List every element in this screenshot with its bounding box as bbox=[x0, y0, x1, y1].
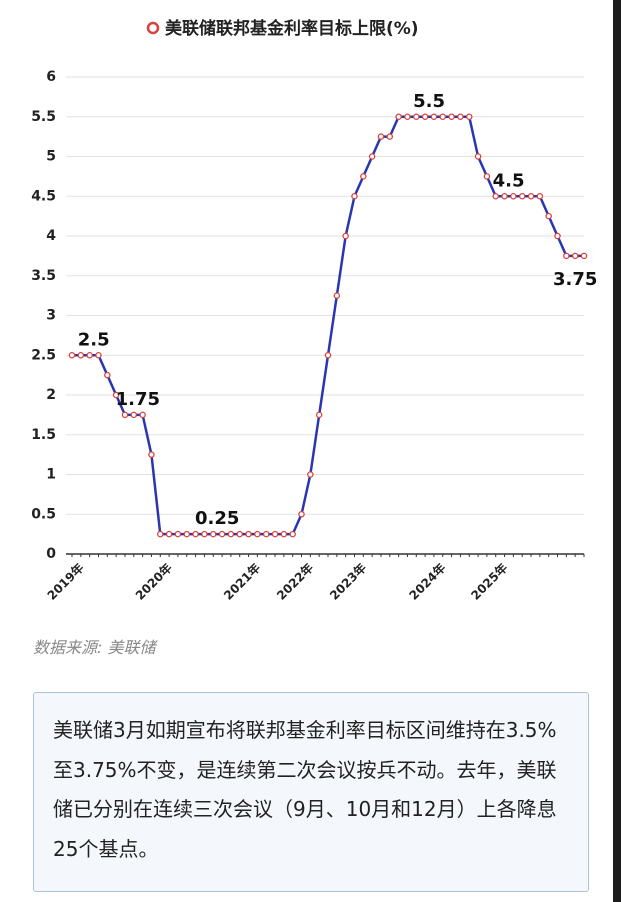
point bbox=[254, 530, 261, 538]
point bbox=[157, 530, 164, 538]
point bbox=[545, 212, 552, 220]
value-label: 2.5 bbox=[78, 329, 110, 350]
point bbox=[174, 530, 182, 538]
point bbox=[139, 411, 146, 419]
point bbox=[421, 113, 429, 121]
point bbox=[209, 530, 217, 538]
point bbox=[518, 192, 526, 200]
point bbox=[368, 153, 376, 160]
point bbox=[448, 113, 455, 121]
point bbox=[104, 371, 111, 379]
point bbox=[315, 411, 323, 419]
point bbox=[289, 530, 296, 538]
y-tick-label: 4 bbox=[46, 228, 56, 244]
y-tick-label: 3.5 bbox=[31, 268, 56, 284]
point bbox=[492, 192, 499, 200]
point bbox=[77, 351, 85, 359]
point bbox=[307, 471, 314, 478]
value-label: 4.5 bbox=[493, 170, 525, 191]
x-tick-label: 2023年 bbox=[326, 560, 369, 603]
y-tick-label: 3 bbox=[46, 308, 56, 324]
point bbox=[112, 391, 120, 399]
x-tick-label: 2020年 bbox=[132, 560, 175, 603]
point bbox=[404, 113, 411, 121]
point bbox=[148, 451, 155, 458]
x-tick-label: 2022年 bbox=[273, 560, 316, 603]
source: 数据来源: 美联储 bbox=[33, 638, 156, 657]
point bbox=[95, 351, 102, 359]
x-tick-label: 2025年 bbox=[468, 560, 511, 603]
point bbox=[501, 192, 508, 200]
point bbox=[554, 232, 561, 240]
y-tick-label: 5 bbox=[46, 149, 56, 165]
value-label: 3.75 bbox=[553, 269, 597, 290]
y-tick-label: 2 bbox=[46, 387, 56, 403]
point bbox=[563, 252, 570, 260]
point bbox=[298, 510, 305, 518]
y-tick-label: 0 bbox=[46, 546, 56, 562]
point bbox=[165, 530, 173, 538]
point bbox=[280, 530, 288, 538]
point bbox=[271, 530, 279, 538]
x-tick-label: 2021年 bbox=[220, 560, 263, 603]
point bbox=[465, 113, 473, 121]
point bbox=[262, 530, 270, 538]
y-tick-label: 5.5 bbox=[31, 109, 56, 125]
point bbox=[342, 232, 349, 240]
y-tick-label: 1 bbox=[46, 467, 56, 483]
point bbox=[236, 530, 243, 538]
point bbox=[333, 292, 341, 299]
point bbox=[483, 173, 491, 180]
value-label: 0.25 bbox=[195, 508, 239, 529]
point bbox=[130, 411, 138, 419]
point bbox=[86, 351, 93, 359]
point bbox=[580, 252, 588, 260]
point bbox=[571, 252, 579, 260]
point bbox=[510, 192, 517, 200]
point bbox=[324, 351, 332, 359]
x-tick-label: 2019年 bbox=[44, 560, 87, 603]
y-tick-label: 0.5 bbox=[31, 506, 56, 522]
point bbox=[395, 113, 402, 121]
point bbox=[351, 192, 358, 200]
point bbox=[439, 113, 447, 121]
point bbox=[536, 192, 544, 200]
chart-title: 美联储联邦基金利率目标上限(%) bbox=[165, 18, 419, 39]
point bbox=[386, 133, 394, 140]
point bbox=[218, 530, 226, 538]
point bbox=[245, 530, 252, 538]
y-tick-label: 1.5 bbox=[31, 427, 56, 443]
point bbox=[183, 530, 191, 538]
point bbox=[377, 133, 385, 140]
note: 美联储3月如期宣布将联邦基金利率目标区间维持在3.5%至3.75%不变，是连续第… bbox=[33, 692, 589, 892]
point bbox=[430, 113, 438, 121]
x-tick-label: 2024年 bbox=[406, 560, 449, 603]
point bbox=[201, 530, 208, 538]
point bbox=[360, 173, 367, 180]
point bbox=[192, 530, 199, 538]
chart: 美联储联邦基金利率目标上限(%) 0 0.5 1 1.5 2 2.5 3 3.5 4 4.5 5 5.… bbox=[31, 18, 597, 603]
value-label: 5.5 bbox=[413, 91, 445, 112]
legend-marker bbox=[146, 21, 160, 35]
point bbox=[68, 351, 76, 359]
point bbox=[121, 411, 129, 419]
y-tick-label: 4.5 bbox=[31, 188, 56, 204]
y-tick-label: 2.5 bbox=[31, 347, 56, 363]
y-tick-label: 6 bbox=[46, 69, 56, 85]
point bbox=[413, 113, 420, 121]
value-label: 1.75 bbox=[116, 389, 160, 410]
point bbox=[457, 113, 464, 121]
point bbox=[527, 192, 535, 200]
point bbox=[227, 530, 235, 538]
scrollbar bbox=[613, 0, 621, 902]
point bbox=[474, 153, 482, 160]
